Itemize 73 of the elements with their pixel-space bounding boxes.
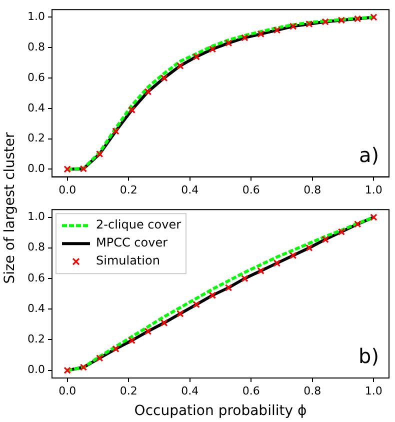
legend-label: Simulation [96,254,160,268]
legend-label: MPCC cover [96,236,168,250]
legend-label: 2-clique cover [96,218,182,232]
point [273,26,281,34]
y-tick-label: 0.2 [28,132,45,145]
point [192,300,200,308]
point [128,336,136,344]
point [257,30,264,38]
point [96,354,104,362]
point [241,274,248,282]
point [192,53,200,60]
point [128,106,136,114]
point [208,45,216,53]
point [112,128,120,135]
point [322,236,329,244]
point [176,310,184,318]
point [160,74,168,82]
point [354,15,362,22]
x-tick-label: 0.8 [304,183,322,196]
x-tick-label: 0.2 [120,384,138,398]
y-tick-label: 0.4 [28,302,45,315]
x-tick-label: 1.0 [364,183,382,196]
point [224,39,232,47]
y-tick-label: 0.4 [28,101,45,114]
x-axis-title: Occupation probability ϕ [134,403,307,420]
point [370,214,378,221]
x-tick-label: 0.0 [58,183,76,196]
x-tick-label: 0.8 [304,384,322,398]
point [257,267,264,274]
point [370,14,378,21]
x-tick-label: 0.0 [58,384,76,398]
point [112,345,120,353]
y-tick-label: 0.8 [28,40,45,54]
y-tick-label: 0.0 [28,363,45,376]
point [144,328,152,335]
point [224,284,232,292]
x-tick-label: 0.6 [242,384,260,398]
point [241,34,248,42]
x-tick-label: 0.2 [120,183,138,196]
point [80,364,88,371]
point [289,252,297,260]
point [273,260,281,267]
annotation: b) [358,344,379,368]
line-series [66,216,376,372]
point [208,292,216,299]
point [64,366,71,374]
point [64,166,71,173]
y-tick-label: 0.2 [28,332,45,346]
y-tick-label: 0.6 [28,271,45,284]
point [306,20,313,28]
x-tick-label: 1.0 [364,384,382,398]
x-tick-label: 0.4 [181,183,199,196]
x-tick-label: 0.6 [242,183,260,196]
point [144,88,152,96]
point [160,319,168,327]
y-tick-label: 1.0 [28,10,45,24]
x-tick-label: 0.4 [181,384,199,398]
y-tick-label: 0.8 [28,240,45,254]
y-axis-title: Size of largest cluster [2,131,18,286]
y-tick-label: 0.6 [28,70,45,84]
line-series [66,16,376,171]
point [306,244,313,252]
annotation: a) [358,143,379,168]
point [80,165,88,172]
point [338,16,346,24]
point [96,150,104,158]
point [338,228,346,236]
point [354,220,362,228]
y-tick-label: 0.0 [28,162,45,176]
point [322,18,329,26]
point [289,22,297,30]
point [176,62,184,70]
y-tick-label: 1.0 [28,210,45,224]
